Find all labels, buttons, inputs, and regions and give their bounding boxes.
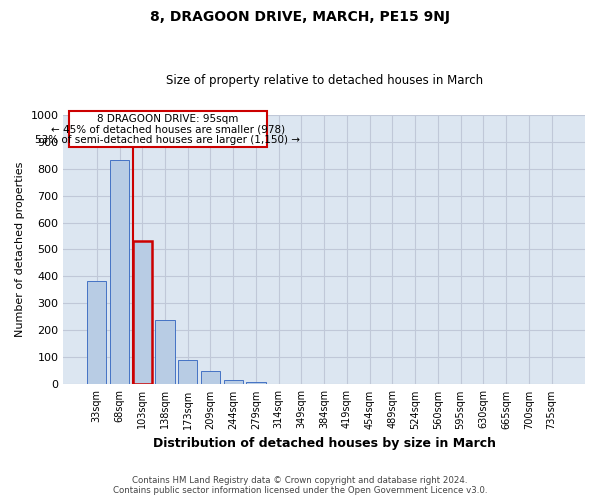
- Text: 8, DRAGOON DRIVE, MARCH, PE15 9NJ: 8, DRAGOON DRIVE, MARCH, PE15 9NJ: [150, 10, 450, 24]
- X-axis label: Distribution of detached houses by size in March: Distribution of detached houses by size …: [153, 437, 496, 450]
- Text: 8 DRAGOON DRIVE: 95sqm: 8 DRAGOON DRIVE: 95sqm: [97, 114, 238, 124]
- Bar: [201, 371, 220, 384]
- Bar: [247, 382, 266, 384]
- Y-axis label: Number of detached properties: Number of detached properties: [15, 162, 25, 337]
- Bar: [224, 380, 243, 384]
- Bar: [87, 281, 106, 384]
- Bar: [155, 320, 175, 384]
- FancyBboxPatch shape: [68, 110, 267, 147]
- Bar: [133, 242, 152, 384]
- Text: 53% of semi-detached houses are larger (1,150) →: 53% of semi-detached houses are larger (…: [35, 136, 300, 145]
- Bar: [110, 160, 129, 384]
- Title: Size of property relative to detached houses in March: Size of property relative to detached ho…: [166, 74, 483, 87]
- Text: ← 45% of detached houses are smaller (978): ← 45% of detached houses are smaller (97…: [50, 124, 285, 134]
- Bar: [178, 360, 197, 384]
- Text: Contains HM Land Registry data © Crown copyright and database right 2024.
Contai: Contains HM Land Registry data © Crown c…: [113, 476, 487, 495]
